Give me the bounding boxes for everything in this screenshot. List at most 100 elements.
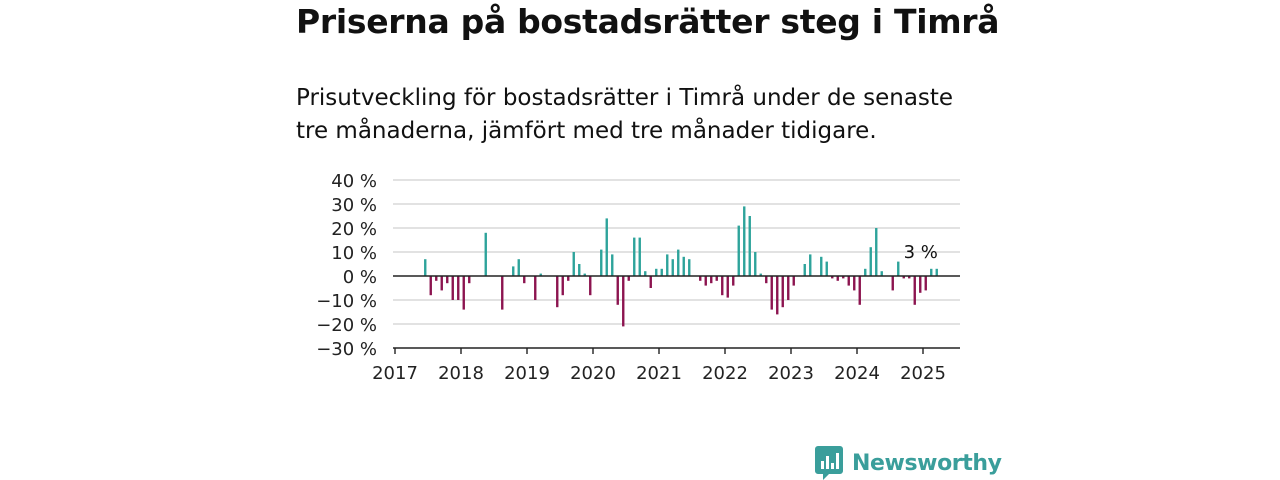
bar (875, 228, 878, 276)
x-tick-label: 2025 (900, 363, 946, 384)
bar (572, 252, 575, 276)
bar (908, 276, 911, 279)
bar (468, 276, 471, 284)
bar (682, 256, 685, 276)
subtitle-line-1: Prisutveckling för bostadsrätter i Timrå… (296, 85, 954, 111)
bar (704, 276, 707, 286)
bar (781, 276, 784, 308)
bar (649, 276, 652, 288)
bar (897, 261, 900, 276)
bar (501, 276, 504, 310)
bar (583, 273, 586, 276)
bar (660, 268, 663, 276)
bar (759, 273, 762, 276)
bar (902, 276, 905, 279)
y-tick-label: 20 % (331, 219, 377, 240)
bar (671, 259, 674, 276)
bar (930, 268, 933, 276)
bar (633, 237, 636, 276)
bar (721, 276, 724, 296)
bar (715, 276, 718, 281)
bar (787, 276, 790, 300)
bar (655, 268, 658, 276)
bar (556, 276, 559, 308)
bar (627, 276, 630, 281)
bar (534, 276, 537, 300)
brand-logo: Newsworthy (815, 446, 1002, 480)
bar (666, 254, 669, 276)
bar (864, 268, 867, 276)
newsworthy-logo-icon (815, 446, 843, 480)
bar (754, 252, 757, 276)
bar (935, 268, 938, 276)
x-tick-label: 2023 (768, 363, 814, 384)
bar (825, 261, 828, 276)
bar (743, 206, 746, 276)
y-tick-label: 10 % (331, 243, 377, 264)
subtitle-line-2: tre månaderna, jämfört med tre månader t… (296, 118, 877, 144)
bar (924, 276, 927, 291)
bar (737, 225, 740, 276)
bar (644, 271, 647, 276)
bar (429, 276, 432, 296)
bar (622, 276, 625, 327)
bar (919, 276, 922, 293)
bar (847, 276, 850, 286)
y-tick-label: 30 % (331, 195, 377, 216)
x-tick-label: 2018 (438, 363, 484, 384)
bar (589, 276, 592, 296)
x-tick-label: 2017 (372, 363, 418, 384)
bar (688, 259, 691, 276)
x-tick-label: 2020 (570, 363, 616, 384)
bar (726, 276, 729, 298)
x-tick-label: 2021 (636, 363, 682, 384)
bar (765, 276, 768, 284)
bar (484, 232, 487, 276)
annotation-label: 3 % (904, 242, 938, 263)
bar (891, 276, 894, 291)
bar (451, 276, 454, 300)
x-tick-label: 2019 (504, 363, 550, 384)
bar (539, 273, 542, 276)
grid-lines (393, 179, 960, 325)
bar (699, 276, 702, 281)
bar (523, 276, 526, 284)
bar (748, 216, 751, 276)
bar (677, 249, 680, 276)
bar (732, 276, 735, 286)
bar (853, 276, 856, 291)
bar (842, 276, 845, 279)
brand-name: Newsworthy (852, 450, 1002, 476)
bar (638, 237, 641, 276)
bar (880, 271, 883, 276)
bar (440, 276, 443, 291)
bar (831, 276, 834, 279)
y-tick-label: 40 % (331, 171, 377, 192)
bar (600, 249, 603, 276)
x-tick-label: 2024 (834, 363, 880, 384)
bar (424, 259, 427, 276)
bar (803, 264, 806, 276)
y-tick-label: −10 % (316, 291, 377, 312)
bar (561, 276, 564, 296)
bar (776, 276, 779, 315)
chart-subtitle: Prisutveckling för bostadsrätter i Timrå… (296, 82, 996, 148)
bar (836, 276, 839, 281)
bar (809, 254, 812, 276)
bar (770, 276, 773, 310)
bar (611, 254, 614, 276)
bar (913, 276, 916, 305)
bar (820, 256, 823, 276)
axis-labels: −30 % −20 % −10 % 0 % 10 % 20 % 30 % 40 % 2017 20… (316, 171, 946, 384)
bar (435, 276, 438, 281)
axes (393, 275, 960, 354)
bar (710, 276, 713, 284)
bar (869, 247, 872, 276)
bars (424, 206, 938, 327)
y-tick-label: −20 % (316, 315, 377, 336)
bar (605, 218, 608, 276)
bar (457, 276, 460, 300)
bar (616, 276, 619, 305)
bar (578, 264, 581, 276)
